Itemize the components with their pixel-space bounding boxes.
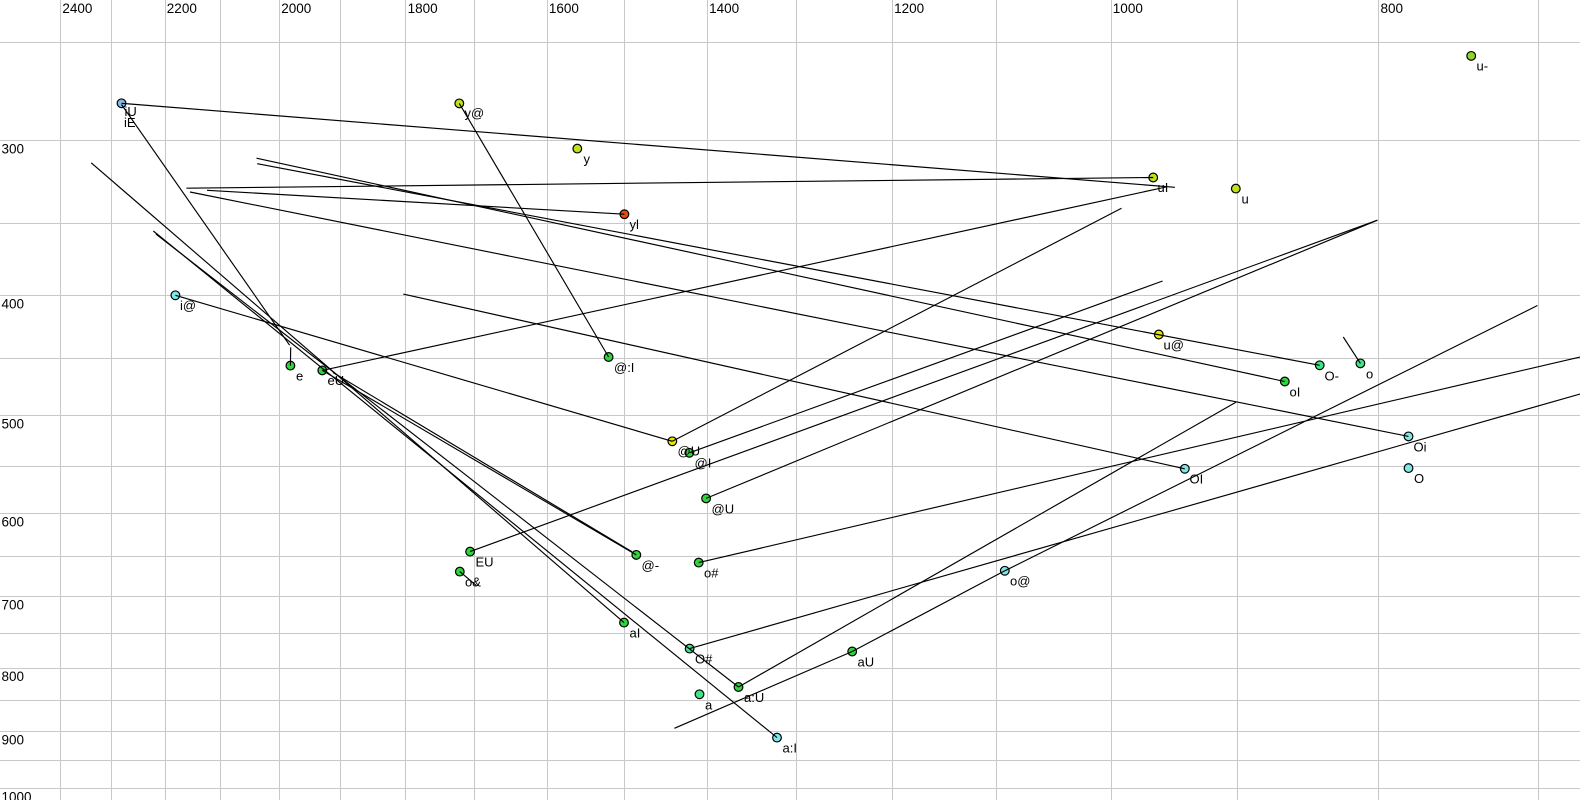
svg-text:u: u [1242,192,1249,207]
svg-text:700: 700 [2,597,25,612]
svg-text:Oi: Oi [1414,440,1427,455]
svg-text:OI: OI [1190,472,1204,487]
svg-text:a:U: a:U [744,690,764,705]
svg-text:oI: oI [1290,385,1301,400]
svg-text:2000: 2000 [281,1,311,16]
svg-text:o@: o@ [1010,574,1030,589]
svg-text:O-: O- [1325,369,1339,384]
svg-text:O: O [1414,471,1424,486]
svg-text:1600: 1600 [549,1,579,16]
svg-text:400: 400 [2,296,25,311]
svg-text:600: 600 [2,514,25,529]
svg-text:e: e [296,369,303,384]
svg-text:a: a [705,698,713,713]
svg-text:iE: iE [124,115,136,130]
svg-text:2400: 2400 [62,1,92,16]
svg-text:800: 800 [2,669,25,684]
svg-text:1800: 1800 [408,1,438,16]
svg-text:2200: 2200 [167,1,197,16]
svg-text:@I: @I [695,456,712,471]
svg-text:u-: u- [1477,59,1489,74]
svg-text:500: 500 [2,416,25,431]
svg-text:aU: aU [858,655,875,670]
svg-text:EU: EU [476,555,494,570]
svg-text:@:I: @:I [614,360,634,375]
svg-text:y@: y@ [465,106,485,121]
svg-text:1200: 1200 [894,1,924,16]
svg-text:1000: 1000 [2,789,32,800]
svg-text:@-: @- [642,558,660,573]
svg-text:o: o [1366,367,1373,382]
svg-text:i@: i@ [180,298,196,313]
svg-text:@U: @U [712,502,735,517]
svg-text:1400: 1400 [709,1,739,16]
svg-text:1000: 1000 [1113,1,1143,16]
svg-text:a:I: a:I [783,741,797,756]
svg-text:800: 800 [1381,1,1404,16]
svg-text:O#: O# [695,652,713,667]
svg-text:eU: eU [328,373,345,388]
svg-text:o#: o# [704,566,719,581]
svg-text:o&: o& [465,575,481,590]
svg-text:uI: uI [1158,180,1169,195]
svg-text:aI: aI [630,626,641,641]
svg-text:300: 300 [2,142,25,157]
svg-text:y: y [584,152,591,167]
svg-text:yl: yl [630,217,640,232]
svg-text:u@: u@ [1164,338,1184,353]
svg-text:900: 900 [2,733,25,748]
